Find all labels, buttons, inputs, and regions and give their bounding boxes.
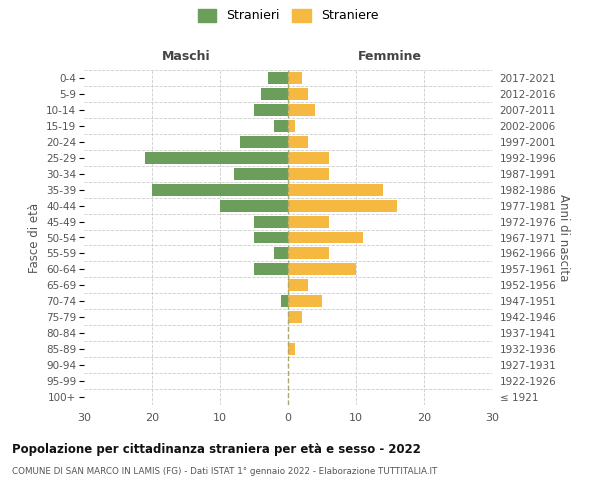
Bar (261, 88, 288, 100)
Bar (288, 312, 302, 323)
Bar (220, 200, 288, 211)
Text: Femmine: Femmine (358, 50, 422, 62)
Y-axis label: Fasce di età: Fasce di età (28, 202, 41, 272)
Bar (288, 104, 315, 116)
Bar (254, 216, 288, 228)
Text: Popolazione per cittadinanza straniera per età e sesso - 2022: Popolazione per cittadinanza straniera p… (12, 442, 421, 456)
Bar (288, 136, 308, 148)
Bar (288, 280, 308, 291)
Bar (288, 232, 363, 243)
Bar (254, 104, 288, 116)
Bar (254, 264, 288, 276)
Bar (288, 72, 302, 84)
Bar (274, 120, 288, 132)
Bar (288, 200, 397, 211)
Bar (288, 184, 383, 196)
Bar (288, 152, 329, 164)
Bar (145, 152, 288, 164)
Text: Maschi: Maschi (161, 50, 211, 62)
Bar (233, 168, 288, 179)
Bar (254, 232, 288, 243)
Bar (288, 168, 329, 179)
Bar (288, 216, 329, 228)
Y-axis label: Anni di nascita: Anni di nascita (557, 194, 570, 281)
Text: COMUNE DI SAN MARCO IN LAMIS (FG) - Dati ISTAT 1° gennaio 2022 - Elaborazione TU: COMUNE DI SAN MARCO IN LAMIS (FG) - Dati… (12, 468, 437, 476)
Bar (288, 343, 295, 355)
Bar (152, 184, 288, 196)
Bar (288, 88, 308, 100)
Bar (274, 248, 288, 260)
Bar (288, 296, 322, 308)
Bar (268, 72, 288, 84)
Bar (281, 296, 288, 308)
Bar (288, 264, 356, 276)
Legend: Stranieri, Straniere: Stranieri, Straniere (197, 8, 379, 22)
Bar (241, 136, 288, 148)
Bar (288, 248, 329, 260)
Bar (288, 120, 295, 132)
